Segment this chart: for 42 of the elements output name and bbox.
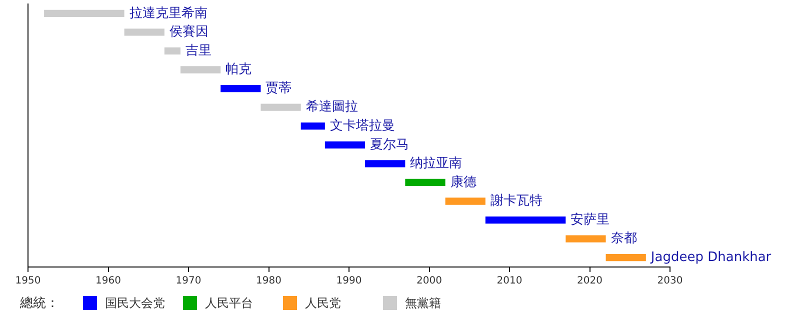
data-label: 贾蒂: [266, 80, 292, 96]
data-label: 奈都: [610, 231, 637, 246]
bar: [164, 47, 180, 55]
legend-label: 人民党: [305, 294, 341, 312]
x-tick-label: 2000: [416, 276, 442, 287]
data-label: 安萨里: [570, 211, 610, 228]
bar: [405, 178, 446, 186]
data-label: 吉里: [185, 43, 212, 58]
bar: [324, 141, 366, 148]
bar: [124, 28, 164, 36]
data-label: Jagdeep Dhankhar: [650, 250, 772, 265]
x-tick-label: 1990: [336, 276, 362, 287]
data-label: 夏尔马: [370, 137, 410, 152]
legend-label: 国民大会党: [105, 294, 165, 312]
data-label: 侯賽因: [169, 24, 208, 40]
data-label: 拉達克里希南: [129, 6, 208, 21]
bar: [566, 235, 606, 242]
bar: [180, 66, 221, 74]
bar: [300, 122, 325, 130]
data-label: 謝卡瓦特: [490, 194, 542, 209]
data-label: 希達圖拉: [306, 100, 358, 115]
x-tick-label: 1950: [15, 276, 41, 287]
legend-title: 總統：: [20, 295, 59, 312]
legend-label: 人民平台: [205, 294, 253, 312]
bar: [260, 104, 301, 111]
x-tick-label: 1980: [256, 276, 282, 287]
x-tick-label: 1960: [96, 276, 121, 287]
bar: [606, 254, 646, 262]
bar: [44, 10, 124, 17]
x-tick-label: 1970: [176, 276, 202, 287]
bar: [485, 216, 566, 224]
bar: [445, 198, 486, 205]
data-label: 纳拉亚南: [410, 156, 462, 172]
bar: [220, 84, 261, 92]
bar: [365, 160, 406, 168]
x-tick-label: 2020: [577, 276, 602, 287]
data-label: 康德: [450, 174, 476, 190]
x-tick-label: 2010: [496, 276, 522, 287]
data-label: 文卡塔拉曼: [330, 118, 395, 134]
data-label: 帕克: [226, 62, 252, 78]
x-tick-label: 2030: [657, 276, 683, 287]
legend-label: 無黨籍: [405, 294, 441, 312]
